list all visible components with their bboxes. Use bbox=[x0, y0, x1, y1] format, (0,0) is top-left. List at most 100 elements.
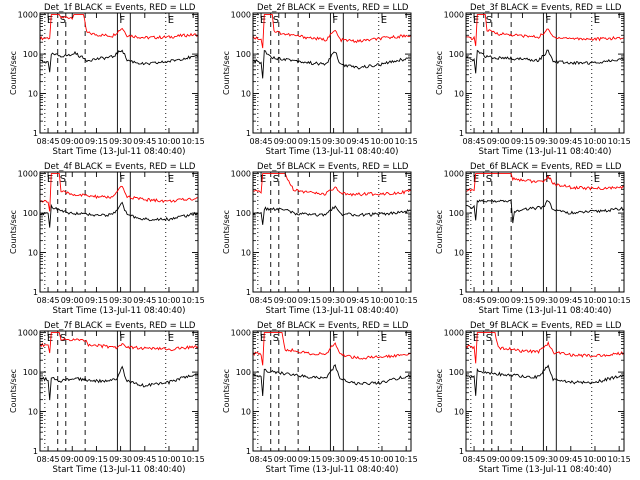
marker-label: E bbox=[473, 174, 479, 185]
x-tick-label: 09:30 bbox=[535, 137, 558, 146]
events-series-line bbox=[252, 205, 412, 225]
y-axis-label: Counts/sec bbox=[222, 51, 231, 95]
y-tick-label: 1 bbox=[33, 129, 38, 138]
x-axis-label: Start Time (13-Jul-11 08:40:40) bbox=[479, 465, 612, 475]
y-tick-label: 1 bbox=[459, 129, 464, 138]
x-tick-label: 10:00 bbox=[583, 455, 606, 464]
x-tick-label: 09:00 bbox=[487, 296, 510, 305]
x-tick-label: 09:15 bbox=[298, 455, 321, 464]
x-tick-label: 09:30 bbox=[109, 455, 132, 464]
y-axis-label: Counts/sec bbox=[435, 51, 444, 95]
x-tick-label: 09:45 bbox=[133, 137, 156, 146]
x-tick-label: 10:15 bbox=[182, 137, 205, 146]
x-tick-label: 09:15 bbox=[511, 137, 534, 146]
x-tick-label: 09:30 bbox=[322, 137, 345, 146]
y-tick-label: 10 bbox=[454, 408, 464, 417]
x-tick-label: 09:45 bbox=[133, 296, 156, 305]
marker-label: E bbox=[260, 333, 266, 344]
x-axis-label: Start Time (13-Jul-11 08:40:40) bbox=[479, 306, 612, 316]
marker-label: E bbox=[473, 333, 479, 344]
y-tick-label: 10 bbox=[454, 90, 464, 99]
marker-label: E bbox=[381, 174, 387, 185]
x-tick-label: 08:45 bbox=[250, 137, 273, 146]
y-tick-label: 10 bbox=[241, 408, 251, 417]
x-axis-label: Start Time (13-Jul-11 08:40:40) bbox=[53, 147, 186, 157]
marker-label: F bbox=[545, 333, 551, 344]
panel-title: Det_9f BLACK = Events, RED = LLD bbox=[470, 321, 622, 331]
y-tick-label: 1000 bbox=[231, 329, 251, 338]
x-tick-label: 08:45 bbox=[37, 137, 60, 146]
marker-label: E bbox=[594, 333, 600, 344]
y-tick-label: 1000 bbox=[231, 11, 251, 20]
y-tick-label: 1 bbox=[33, 288, 38, 297]
x-tick-label: 10:15 bbox=[182, 455, 205, 464]
x-tick-label: 09:30 bbox=[109, 296, 132, 305]
events-series-line bbox=[465, 49, 625, 74]
x-tick-label: 08:45 bbox=[37, 455, 60, 464]
marker-label: S bbox=[60, 15, 66, 26]
marker-label: F bbox=[545, 15, 551, 26]
lld-series-line bbox=[465, 332, 625, 364]
events-series-line bbox=[39, 365, 199, 401]
y-tick-label: 100 bbox=[449, 368, 464, 377]
x-tick-label: 09:45 bbox=[346, 296, 369, 305]
marker-label: S bbox=[273, 333, 279, 344]
marker-label: S bbox=[60, 333, 66, 344]
y-tick-label: 100 bbox=[23, 368, 38, 377]
panel-title: Det_8f BLACK = Events, RED = LLD bbox=[257, 321, 409, 331]
plot-frame bbox=[252, 12, 412, 134]
panel-title: Det_5f BLACK = Events, RED = LLD bbox=[257, 162, 409, 172]
panel-title: Det_3f BLACK = Events, RED = LLD bbox=[470, 3, 622, 13]
y-tick-label: 1000 bbox=[18, 329, 38, 338]
x-axis-label: Start Time (13-Jul-11 08:40:40) bbox=[53, 306, 186, 316]
x-tick-label: 08:45 bbox=[250, 455, 273, 464]
lld-series-line bbox=[252, 14, 412, 49]
marker-label: E bbox=[594, 15, 600, 26]
x-tick-label: 10:15 bbox=[395, 455, 418, 464]
y-axis-label: Counts/sec bbox=[9, 210, 18, 254]
marker-label: E bbox=[381, 333, 387, 344]
x-tick-label: 10:15 bbox=[608, 455, 631, 464]
y-tick-label: 10 bbox=[28, 408, 38, 417]
y-tick-label: 100 bbox=[236, 50, 251, 59]
lld-series-line bbox=[39, 14, 199, 41]
y-axis-label: Counts/sec bbox=[222, 369, 231, 413]
marker-label: E bbox=[168, 333, 174, 344]
lld-series-line bbox=[252, 332, 412, 366]
plot-frame bbox=[39, 171, 199, 293]
x-tick-label: 09:15 bbox=[298, 137, 321, 146]
y-tick-label: 1 bbox=[246, 288, 251, 297]
y-tick-label: 10 bbox=[241, 249, 251, 258]
marker-label: F bbox=[119, 333, 125, 344]
x-tick-label: 08:45 bbox=[463, 296, 486, 305]
marker-label: F bbox=[332, 333, 338, 344]
y-tick-label: 100 bbox=[23, 209, 38, 218]
x-tick-label: 09:15 bbox=[298, 296, 321, 305]
marker-label: F bbox=[119, 15, 125, 26]
y-tick-label: 1000 bbox=[18, 170, 38, 179]
y-axis-label: Counts/sec bbox=[435, 210, 444, 254]
marker-label: E bbox=[168, 174, 174, 185]
x-tick-label: 09:00 bbox=[61, 455, 84, 464]
x-tick-label: 08:45 bbox=[463, 455, 486, 464]
plot-frame bbox=[465, 171, 625, 293]
panel-title: Det_4f BLACK = Events, RED = LLD bbox=[44, 162, 196, 172]
y-tick-label: 1 bbox=[459, 288, 464, 297]
x-tick-label: 09:45 bbox=[559, 455, 582, 464]
x-tick-label: 08:45 bbox=[250, 296, 273, 305]
x-tick-label: 09:15 bbox=[511, 455, 534, 464]
x-tick-label: 09:30 bbox=[322, 455, 345, 464]
x-tick-label: 09:15 bbox=[85, 296, 108, 305]
plot-frame bbox=[465, 12, 625, 134]
plot-frame bbox=[252, 171, 412, 293]
marker-label: S bbox=[486, 174, 492, 185]
x-tick-label: 10:00 bbox=[583, 137, 606, 146]
marker-label: F bbox=[545, 174, 551, 185]
y-tick-label: 100 bbox=[236, 209, 251, 218]
marker-label: E bbox=[473, 15, 479, 26]
y-tick-label: 100 bbox=[449, 50, 464, 59]
